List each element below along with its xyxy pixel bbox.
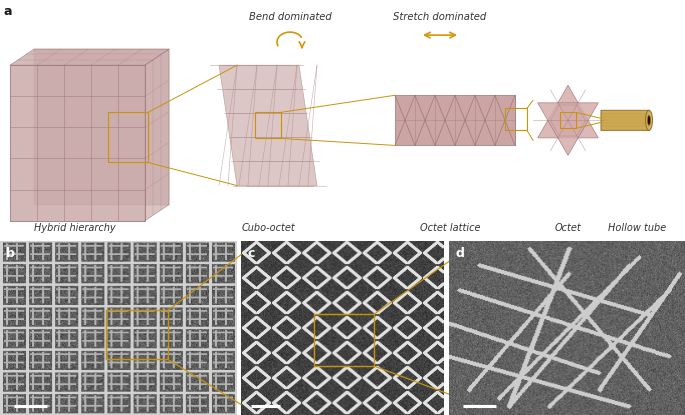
- Text: a: a: [4, 5, 12, 18]
- Text: Cubo-octet: Cubo-octet: [241, 223, 295, 233]
- Text: Hybrid hierarchy: Hybrid hierarchy: [34, 223, 116, 233]
- Bar: [106, 310, 168, 359]
- Text: d: d: [456, 247, 464, 260]
- Bar: [395, 95, 515, 145]
- Text: Bend dominated: Bend dominated: [249, 12, 332, 22]
- Polygon shape: [538, 103, 598, 156]
- Text: Hollow tube: Hollow tube: [608, 223, 666, 233]
- FancyBboxPatch shape: [34, 49, 169, 205]
- Ellipse shape: [647, 115, 651, 125]
- Text: b: b: [6, 247, 15, 260]
- Text: Octet lattice: Octet lattice: [420, 223, 480, 233]
- Text: Octet: Octet: [555, 223, 582, 233]
- FancyBboxPatch shape: [601, 110, 649, 130]
- Ellipse shape: [645, 110, 653, 130]
- Bar: [505, 108, 527, 130]
- Polygon shape: [10, 49, 169, 65]
- Polygon shape: [538, 85, 598, 138]
- Bar: [560, 112, 576, 128]
- Text: c: c: [247, 247, 255, 260]
- FancyBboxPatch shape: [10, 65, 145, 221]
- Bar: [255, 112, 281, 139]
- Polygon shape: [145, 49, 169, 221]
- Text: Stretch dominated: Stretch dominated: [393, 12, 486, 22]
- Polygon shape: [219, 65, 317, 186]
- Bar: [314, 314, 375, 366]
- Bar: [108, 112, 148, 162]
